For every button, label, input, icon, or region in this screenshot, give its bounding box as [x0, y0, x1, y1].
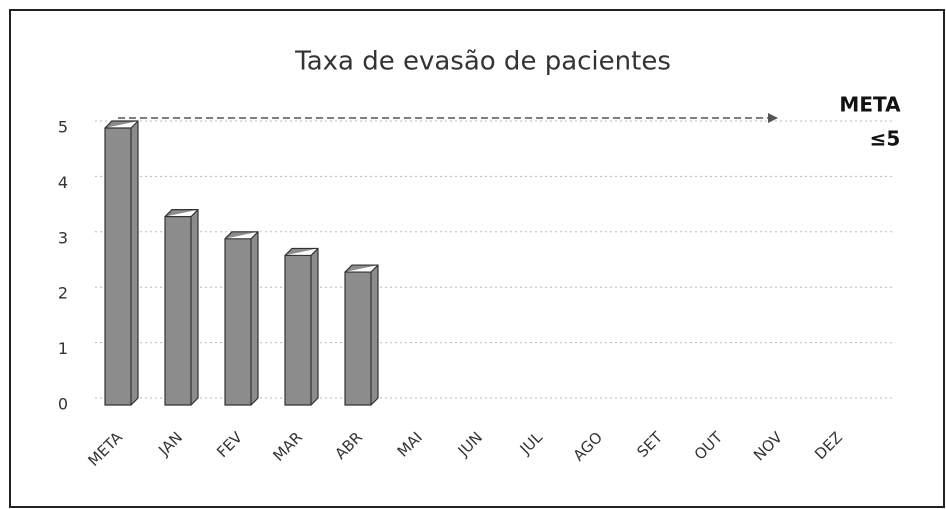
target-arrow [768, 113, 778, 123]
x-tick-label: AGO [570, 428, 606, 464]
x-tick-label: FEV [213, 428, 246, 461]
x-tick-label: MAR [269, 428, 306, 465]
y-tick-label: 2 [58, 284, 68, 303]
y-tick-label: 3 [58, 228, 68, 247]
x-tick-label: JAN [154, 428, 186, 460]
bar [344, 264, 379, 406]
y-tick-label: 4 [58, 173, 68, 192]
y-tick-label: 1 [58, 339, 68, 358]
bar [104, 120, 139, 406]
annotation: META [839, 93, 901, 117]
annotation: ≤5 [870, 127, 901, 151]
x-tick-label: DEZ [811, 428, 846, 463]
y-tick-label: 5 [58, 118, 68, 137]
bar [224, 231, 259, 406]
x-tick-label: JUL [516, 428, 547, 459]
bar [164, 209, 199, 406]
chart-title: Taxa de evasão de pacientes [294, 47, 671, 77]
x-tick-label: OUT [691, 428, 727, 464]
x-tick-label: MAI [394, 428, 426, 460]
x-tick-label: ABR [331, 428, 366, 463]
x-tick-label: META [85, 428, 127, 470]
frame [9, 9, 945, 508]
y-tick-label: 0 [58, 395, 68, 414]
bar [284, 247, 319, 406]
x-tick-label: NOV [750, 428, 787, 465]
x-tick-label: SET [633, 428, 666, 461]
x-tick-label: JUN [454, 428, 486, 460]
